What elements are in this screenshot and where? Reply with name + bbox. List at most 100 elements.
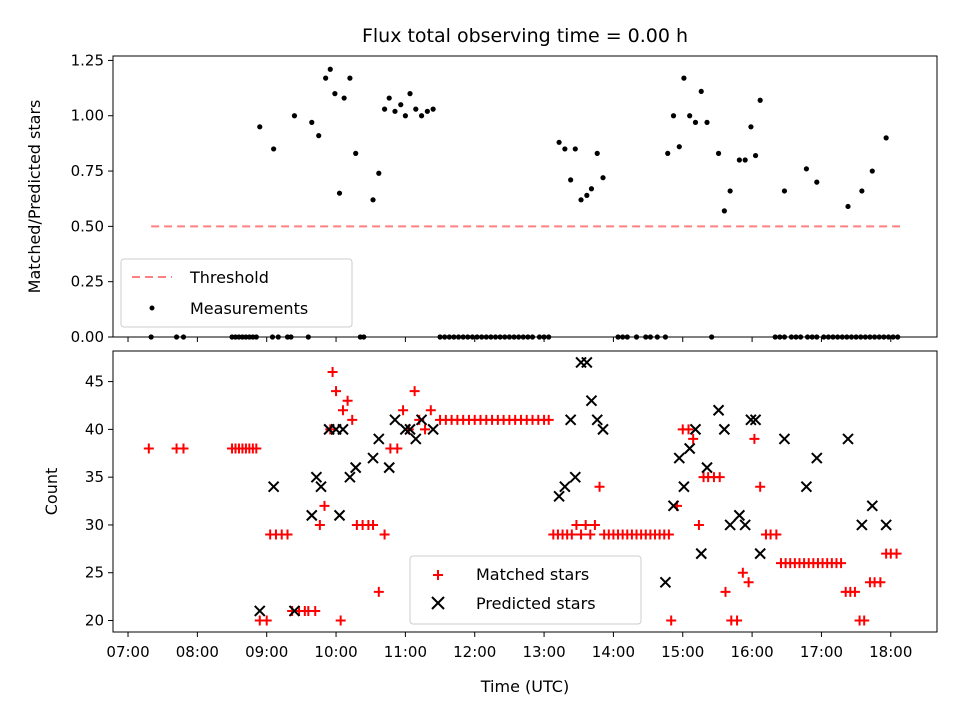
matched-star-point xyxy=(859,615,870,626)
predicted-star-point xyxy=(754,547,766,560)
predicted-star-point xyxy=(410,433,422,445)
top-y-tick-label: 1.00 xyxy=(71,107,104,125)
measurement-point xyxy=(859,188,865,194)
measurement-point xyxy=(323,75,329,81)
top-panel-frame xyxy=(112,55,938,338)
matched-star-point xyxy=(714,472,725,483)
matched-star-point xyxy=(327,367,338,378)
matched-star-point xyxy=(319,500,330,511)
predicted-star-point xyxy=(267,481,280,493)
x-tick-label: 16:00 xyxy=(730,643,773,661)
predicted-star-point xyxy=(880,519,892,531)
x-tick-label: 10:00 xyxy=(314,643,357,661)
bottom-y-ticks: 20 25 30 35 40 45 xyxy=(85,373,113,630)
x-tick-label: 15:00 xyxy=(661,643,704,661)
predicted-star-point xyxy=(288,605,301,617)
measurement-point xyxy=(407,91,413,97)
measurement-point xyxy=(370,197,376,203)
predicted-star-point xyxy=(597,423,609,436)
matched-star-point xyxy=(425,405,436,416)
predicted-star-point xyxy=(337,423,349,436)
matched-star-point xyxy=(571,519,582,530)
measurement-point xyxy=(257,124,263,130)
predicted-star-point xyxy=(404,423,416,436)
matched-star-point xyxy=(420,424,431,435)
matched-star-point xyxy=(743,577,754,588)
matched-star-point xyxy=(576,529,587,540)
top-y-tick-label: 0.50 xyxy=(71,217,104,235)
matched-star-point xyxy=(261,615,272,626)
matched-star-point xyxy=(331,386,342,397)
predicted-star-point xyxy=(749,414,762,426)
measurement-point xyxy=(781,188,788,194)
legend-predicted-swatch xyxy=(431,596,445,610)
matched-star-point xyxy=(594,481,605,492)
bottom-y-axis-label: Count xyxy=(42,468,61,516)
x-tick-label: 13:00 xyxy=(522,643,565,661)
legend-predicted-label: Predicted stars xyxy=(476,594,596,613)
predicted-star-point xyxy=(315,481,327,493)
predicted-star-point xyxy=(739,519,751,531)
matched-star-point xyxy=(836,558,847,569)
matched-star-point xyxy=(392,443,403,454)
predicted-star-point xyxy=(306,509,318,522)
predicted-star-point xyxy=(569,471,581,483)
predicted-star-point xyxy=(683,442,696,455)
matched-star-point xyxy=(663,529,674,540)
bottom-y-tick-label: 30 xyxy=(85,516,104,534)
matched-star-point xyxy=(373,586,384,597)
predicted-star-point xyxy=(581,356,593,369)
bottom-y-tick-label: 35 xyxy=(85,468,104,486)
predicted-star-point xyxy=(689,423,702,436)
top-y-axis-label: Matched/Predicted stars xyxy=(25,100,44,294)
measurement-point xyxy=(572,146,578,152)
matched-star-point xyxy=(566,529,577,540)
matched-star-point xyxy=(379,529,390,540)
measurement-point xyxy=(665,150,671,156)
predicted-star-point xyxy=(399,423,412,436)
measurement-point xyxy=(341,95,347,101)
legend-matched-swatch xyxy=(433,570,443,580)
legend-measurements-swatch xyxy=(149,305,155,311)
x-tick-label: 08:00 xyxy=(176,643,219,661)
measurement-point xyxy=(568,177,574,183)
predicted-star-point xyxy=(667,500,680,512)
x-tick-label: 14:00 xyxy=(592,643,635,661)
predicted-star-point xyxy=(427,423,439,436)
bottom-x-ticks: 07:00 08:00 09:00 10:00 11:00 12:00 13:00 14:00… xyxy=(106,632,912,661)
matched-star-point xyxy=(666,615,677,626)
predicted-star-point xyxy=(856,519,868,531)
predicted-star-point xyxy=(673,452,685,464)
predicted-star-point xyxy=(559,481,571,493)
predicted-star-point xyxy=(701,461,713,474)
predicted-star-point xyxy=(712,404,725,416)
matched-star-point xyxy=(693,519,704,530)
measurement-point xyxy=(336,190,343,196)
x-tick-label: 07:00 xyxy=(106,643,149,661)
top-legend-box xyxy=(120,258,353,328)
measurement-point xyxy=(692,119,699,125)
legend-matched-label: Matched stars xyxy=(476,565,589,584)
matched-star-point xyxy=(143,443,154,454)
matched-star-point xyxy=(310,605,321,616)
predicted-star-point xyxy=(778,433,791,445)
matched-star-point xyxy=(875,577,886,588)
measurement-point xyxy=(704,119,710,125)
matched-star-point xyxy=(720,586,731,597)
bottom-y-tick-label: 20 xyxy=(85,612,104,630)
matched-star-point xyxy=(178,443,189,454)
predicted-star-point xyxy=(695,547,707,560)
x-tick-label: 17:00 xyxy=(800,643,843,661)
matched-star-point xyxy=(409,386,420,397)
measurement-point xyxy=(869,168,875,174)
measurement-point xyxy=(353,150,359,156)
top-y-tick-label: 0.75 xyxy=(71,162,104,180)
predicted-star-point xyxy=(344,471,356,483)
measurement-point xyxy=(727,188,733,194)
measurement-point xyxy=(392,108,398,114)
measurement-point xyxy=(721,208,727,214)
chart-title: Flux total observing time = 0.00 h xyxy=(362,25,688,47)
predicted-star-point xyxy=(733,509,746,522)
matched-star-point xyxy=(368,519,379,530)
measurement-point xyxy=(316,133,322,139)
